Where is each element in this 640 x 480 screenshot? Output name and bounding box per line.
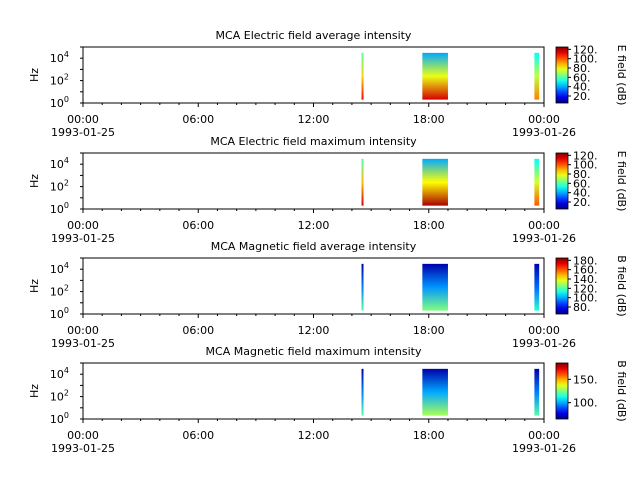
- y-tick-label: 104: [50, 50, 69, 65]
- x-date-label: 1993-01-26: [512, 232, 576, 245]
- y-tick-label: 100: [50, 201, 69, 216]
- y-tick-label: 102: [50, 284, 69, 299]
- y-tick-label: 102: [50, 73, 69, 88]
- spectrogram-burst: [534, 52, 540, 100]
- colorbar-tick-label: 140.: [573, 273, 598, 286]
- colorbar-tick-label: 160.: [573, 264, 598, 277]
- y-tick-label: 104: [50, 156, 69, 171]
- colorbar-label: B field (dB): [615, 360, 628, 421]
- x-tick-label: 06:00: [182, 324, 214, 337]
- x-tick-label: 18:00: [413, 219, 445, 232]
- spectrogram-burst: [534, 158, 540, 206]
- y-axis-label: Hz: [28, 68, 41, 82]
- colorbar-tick-label: 80.: [573, 301, 591, 314]
- panel-2: MCA Electric field maximum intensity 100 1…: [28, 135, 628, 245]
- x-tick-label: 18:00: [413, 113, 445, 126]
- y-tick-label: 104: [50, 366, 69, 381]
- colorbar-tick-label: 100.: [573, 159, 598, 172]
- x-tick-label: 12:00: [298, 219, 330, 232]
- x-tick-label: 12:00: [298, 429, 330, 442]
- colorbar: [555, 362, 569, 420]
- y-tick-label: 100: [50, 411, 69, 426]
- y-tick-label: 102: [50, 389, 69, 404]
- y-tick-label: 104: [50, 261, 69, 276]
- colorbar-tick-label: 20.: [573, 196, 591, 209]
- colorbar-tick-label: 100.: [573, 397, 598, 410]
- colorbar-tick-label: 120.: [573, 43, 598, 56]
- panel-3: MCA Magnetic field average intensity 100 1…: [28, 240, 628, 350]
- spectrogram-burst: [422, 158, 448, 206]
- spectrogram-burst: [361, 368, 364, 416]
- colorbar-tick-label: 150.: [573, 373, 598, 386]
- panel-title: MCA Magnetic field maximum intensity: [206, 345, 422, 358]
- colorbar: [555, 152, 569, 210]
- plot-area: [82, 152, 545, 210]
- colorbar-label: E field (dB): [615, 45, 628, 106]
- y-tick-label: 102: [50, 179, 69, 194]
- colorbar-tick-label: 120.: [573, 149, 598, 162]
- spectrogram-burst: [534, 263, 540, 311]
- spectrogram-burst: [361, 52, 364, 100]
- y-axis-label: Hz: [28, 384, 41, 398]
- colorbar-tick-label: 100.: [573, 53, 598, 66]
- spectrogram-burst: [422, 368, 448, 416]
- colorbar-tick-label: 20.: [573, 90, 591, 103]
- spectrogram-burst: [422, 52, 448, 100]
- colorbar-tick-label: 120.: [573, 282, 598, 295]
- x-date-label: 1993-01-25: [51, 337, 115, 350]
- x-tick-label: 00:00: [67, 113, 99, 126]
- colorbar-label: E field (dB): [615, 151, 628, 212]
- colorbar-tick-label: 60.: [573, 71, 591, 84]
- x-tick-label: 00:00: [67, 324, 99, 337]
- spectrogram-burst: [361, 158, 364, 206]
- spectrogram-burst: [422, 263, 448, 311]
- x-date-label: 1993-01-25: [51, 442, 115, 455]
- plot-area: [82, 46, 545, 104]
- x-tick-label: 00:00: [67, 219, 99, 232]
- x-tick-label: 12:00: [298, 113, 330, 126]
- x-tick-label: 06:00: [182, 429, 214, 442]
- x-tick-label: 06:00: [182, 113, 214, 126]
- x-tick-label: 00:00: [528, 219, 560, 232]
- panel-4: MCA Magnetic field maximum intensity 100 1…: [28, 345, 628, 455]
- colorbar-tick-label: 80.: [573, 62, 591, 75]
- x-date-label: 1993-01-26: [512, 442, 576, 455]
- x-date-label: 1993-01-26: [512, 126, 576, 139]
- x-date-label: 1993-01-25: [51, 126, 115, 139]
- plot-area: [82, 362, 545, 420]
- x-tick-label: 12:00: [298, 324, 330, 337]
- x-date-label: 1993-01-26: [512, 337, 576, 350]
- panel-title: MCA Magnetic field average intensity: [211, 240, 417, 253]
- panel-title: MCA Electric field maximum intensity: [210, 135, 417, 148]
- x-date-label: 1993-01-25: [51, 232, 115, 245]
- y-axis-label: Hz: [28, 174, 41, 188]
- x-tick-label: 18:00: [413, 429, 445, 442]
- colorbar-tick-label: 60.: [573, 177, 591, 190]
- colorbar: [555, 46, 569, 104]
- colorbar-tick-label: 40.: [573, 187, 591, 200]
- panel-title: MCA Electric field average intensity: [216, 29, 412, 42]
- colorbar-tick-label: 100.: [573, 292, 598, 305]
- x-tick-label: 00:00: [528, 429, 560, 442]
- y-axis-label: Hz: [28, 279, 41, 293]
- x-tick-label: 00:00: [528, 324, 560, 337]
- y-tick-label: 100: [50, 306, 69, 321]
- colorbar-tick-label: 80.: [573, 168, 591, 181]
- colorbar: [555, 257, 569, 315]
- colorbar-label: B field (dB): [615, 255, 628, 316]
- x-tick-label: 00:00: [67, 429, 99, 442]
- plot-area: [82, 257, 545, 315]
- panel-1: MCA Electric field average intensity 100 1…: [28, 29, 628, 139]
- y-tick-label: 100: [50, 95, 69, 110]
- spectrogram-burst: [534, 368, 540, 416]
- x-tick-label: 06:00: [182, 219, 214, 232]
- x-tick-label: 18:00: [413, 324, 445, 337]
- colorbar-tick-label: 180.: [573, 254, 598, 267]
- x-tick-label: 00:00: [528, 113, 560, 126]
- colorbar-tick-label: 40.: [573, 81, 591, 94]
- spectrogram-burst: [361, 263, 364, 311]
